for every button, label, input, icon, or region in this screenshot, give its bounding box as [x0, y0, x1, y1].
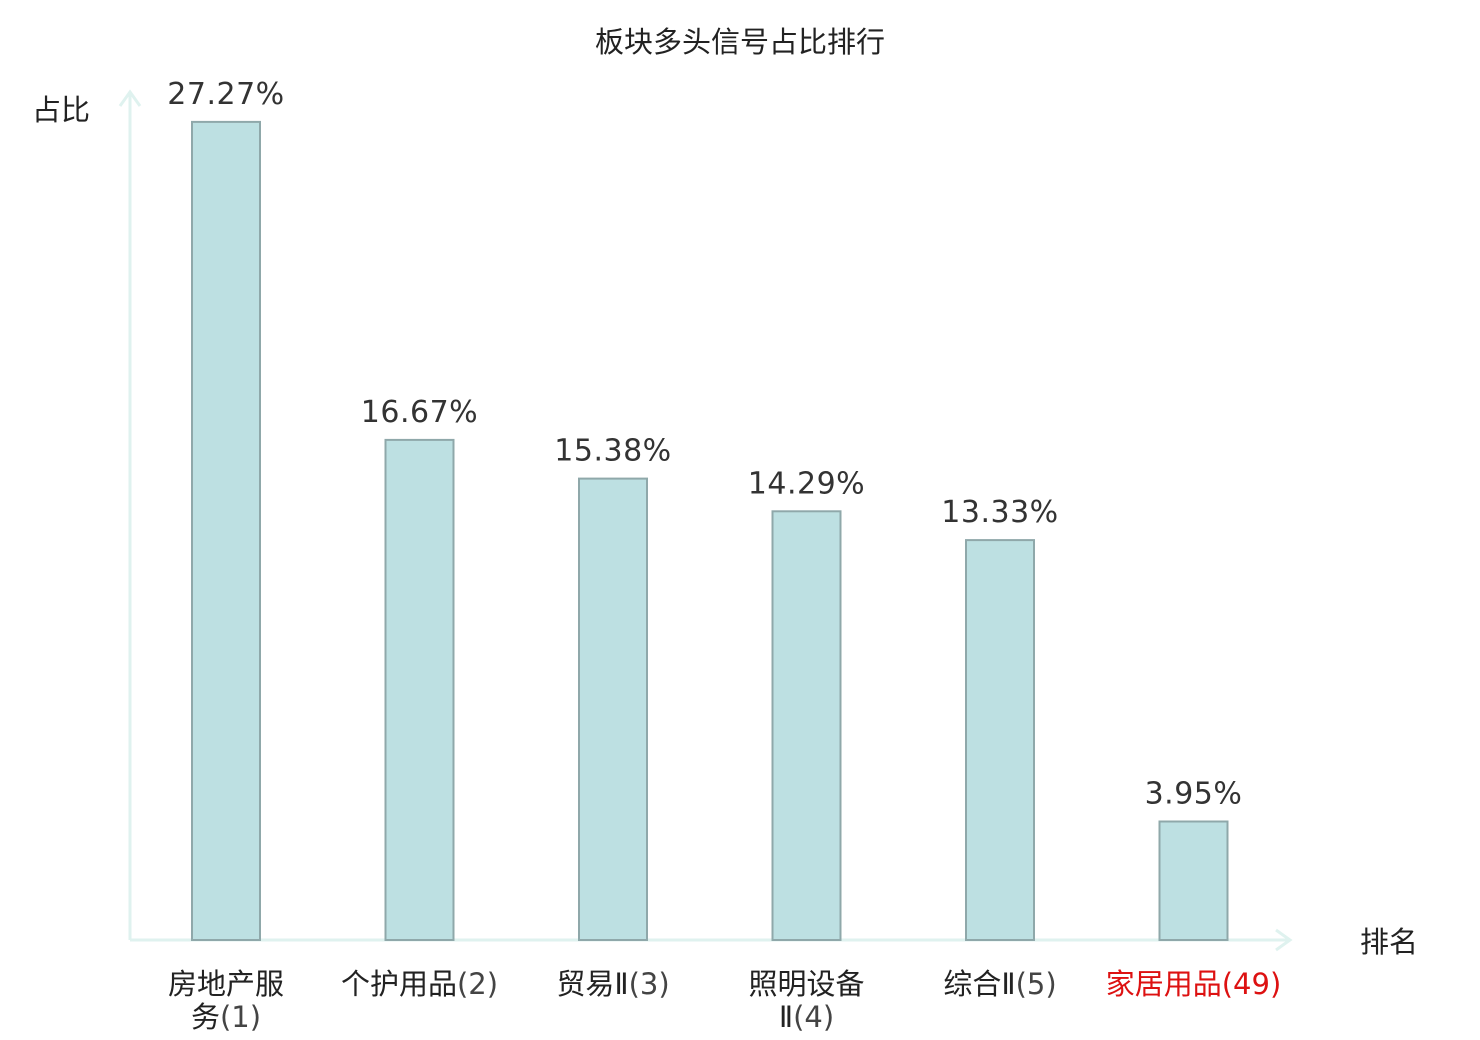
axes — [118, 89, 1293, 952]
bar — [384, 438, 455, 941]
category-label: 贸易Ⅱ(3) — [556, 967, 669, 1001]
category-label: 务(1) — [191, 1000, 261, 1034]
y-axis-arrow — [118, 89, 142, 107]
category-label: 家居用品(49) — [1106, 967, 1282, 1001]
category-name: 房地产服 — [168, 967, 284, 1001]
bars-group — [191, 120, 1229, 941]
bar-value-label: 16.67% — [361, 395, 478, 430]
category-name: 个护用品 — [341, 967, 457, 1001]
bar-value-label: 14.29% — [748, 466, 865, 501]
bar — [191, 120, 261, 941]
category-name: 家居用品 — [1106, 967, 1222, 1001]
bar — [578, 477, 648, 941]
category-label: 综合Ⅱ(5) — [943, 967, 1056, 1001]
y-axis-label: 占比 — [32, 93, 90, 127]
category-rank: (3) — [629, 967, 670, 1001]
value-labels-group: 27.27% 16.67% 15.38% 14.29% 13.33% 3.95% — [167, 77, 1242, 812]
bar-value-label: 15.38% — [554, 434, 671, 469]
bar — [1158, 820, 1229, 941]
bar-value-label: 3.95% — [1145, 777, 1243, 812]
x-axis-arrow — [1275, 928, 1293, 952]
x-axis-label: 排名 — [1360, 925, 1418, 959]
category-rank: (4) — [793, 1000, 834, 1034]
category-rank: (1) — [220, 1000, 261, 1034]
chart-title: 板块多头信号占比排行 — [595, 25, 885, 59]
category-name: 贸易Ⅱ — [556, 967, 628, 1001]
category-name: Ⅱ — [779, 1000, 793, 1034]
category-rank: (2) — [457, 967, 498, 1001]
category-rank: (5) — [1016, 967, 1057, 1001]
bar — [771, 510, 842, 941]
category-label: 个护用品(2) — [341, 967, 498, 1001]
bar — [965, 539, 1035, 941]
bar-value-label: 27.27% — [167, 77, 284, 112]
category-name: 照明设备 — [748, 967, 864, 1001]
category-rank: (49) — [1222, 967, 1282, 1001]
bar-value-label: 13.33% — [941, 495, 1058, 530]
category-name: 务 — [191, 1000, 220, 1034]
category-label: 照明设备 — [748, 967, 864, 1001]
category-label: Ⅱ(4) — [779, 1000, 834, 1034]
category-name: 综合Ⅱ — [943, 967, 1015, 1001]
category-label: 房地产服 — [168, 967, 284, 1001]
